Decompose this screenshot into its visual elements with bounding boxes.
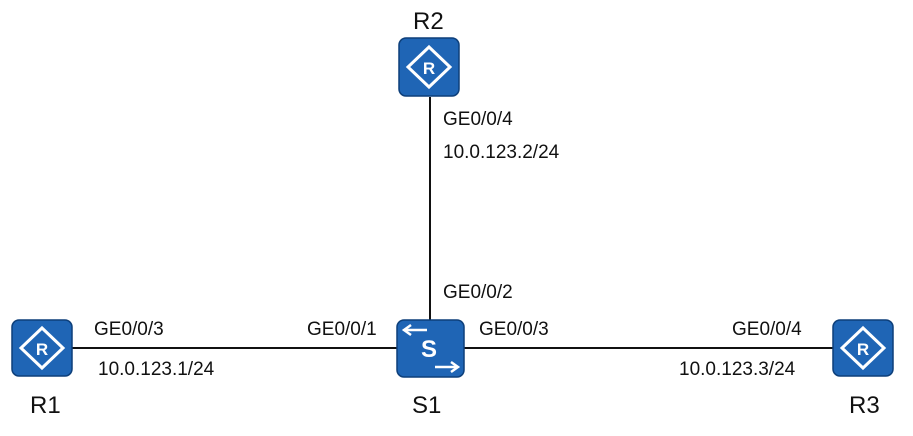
device-name-r1: R1 [30,392,61,419]
r2-port-label: GE0/0/4 [443,109,513,130]
switch-s1-icon[interactable]: S [396,319,465,378]
s1-port-to-r2-label: GE0/0/2 [443,282,513,303]
r2-ip-label: 10.0.123.2/24 [443,142,560,163]
router-r2-icon[interactable]: R [398,37,460,97]
r1-ip-label: 10.0.123.1/24 [98,359,215,380]
s1-port-to-r1-label: GE0/0/1 [307,319,377,340]
router-r1-icon[interactable]: R [11,319,73,377]
switch-glyph: S [421,336,437,363]
r3-port-label: GE0/0/4 [732,319,802,340]
device-name-r3: R3 [849,392,880,419]
s1-port-to-r3-label: GE0/0/3 [479,319,549,340]
router-glyph: R [423,59,435,78]
router-r3-icon[interactable]: R [832,319,894,377]
device-name-r2: R2 [413,8,444,35]
router-glyph: R [857,340,869,359]
device-name-s1: S1 [412,392,442,419]
router-glyph: R [36,340,48,359]
r1-port-label: GE0/0/3 [94,319,164,340]
r3-ip-label: 10.0.123.3/24 [679,359,796,380]
